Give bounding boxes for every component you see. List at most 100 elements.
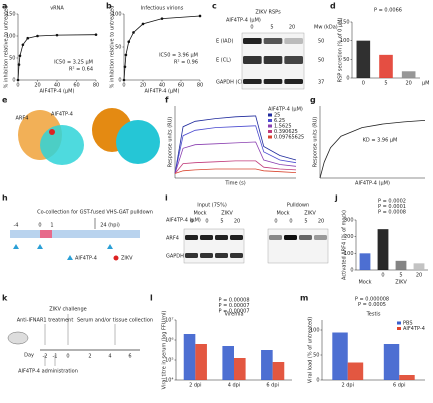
y-tick-label: 100 [340,38,350,44]
label: Input (75%) [197,203,227,209]
label: Mw (kDa) [314,25,338,31]
bar [377,229,389,270]
label: AIF4TP-4 [75,256,97,262]
label: 0 [205,219,208,225]
point [36,34,39,38]
panel-label: j [334,194,338,203]
x-tick-label: 60 [178,83,184,89]
label: 4 [108,354,111,360]
x-tick-label: 20 [416,273,422,279]
x-tick-label: 2 dpi [341,383,354,389]
blot-band [243,38,262,44]
panel-label: g [310,96,316,105]
point [122,78,126,82]
legend-swatch [268,119,272,122]
legend-label: 25 [274,113,280,119]
bar [332,332,348,380]
y-axis-title: Viral load (% of untreated) [308,317,314,383]
x-tick-label: 20 [140,83,146,89]
x-tick-label: 60 [73,83,79,89]
panel-k-art [7,314,140,366]
bar [272,362,285,380]
legend-swatch [268,130,272,133]
chart-title: Infectious virions [141,6,184,12]
annotation: P = 0.0066 [374,8,402,14]
blot-band [200,253,213,258]
label: 2 [88,354,91,360]
structure-tag: ARF4 [16,116,29,122]
y-tick-label: 300 [344,218,354,224]
blot-band [263,56,283,64]
y-tick-label: 10⁵ [165,358,173,364]
label: Mock [358,280,371,286]
label: ZIKV challenge [49,307,86,313]
blot-band [200,235,213,240]
x-axis-title: AIF4TP-4 (μM) [145,89,180,95]
blot-band [243,79,262,84]
y-axis-title: Response units (RU) [313,117,319,168]
x-tick-label: 80 [93,83,99,89]
annotation: IC50 = 3.25 μM [54,60,93,66]
y-tick-label: 50 [343,57,349,63]
point [124,53,128,57]
y-tick-label: 100 [112,12,122,18]
blot-band [284,79,303,84]
x-tick-label: 80 [197,83,203,89]
label: 1 [50,223,53,229]
blot-band [299,235,312,240]
legend-title: AIF4TP-4 (μM) [268,107,303,113]
label: 0 [38,223,41,229]
bar [234,358,246,380]
legend-swatch [268,113,272,117]
annotation: P = 0.0001 [378,204,406,210]
line [174,115,297,174]
x-axis-title: AIF4TP-4 (μM) [40,89,75,95]
y-tick-label: 100 [344,251,354,257]
line [319,120,426,179]
bar [383,344,400,380]
x-tick-label: 5 [384,81,387,87]
blot-band [185,235,198,240]
panel-h-art [10,218,140,261]
label: ZIKV [121,256,133,262]
panel-label: k [2,294,8,303]
label: ZIKV [304,211,316,217]
panel-label: i [165,194,168,203]
point [127,40,131,44]
annotation: R² = 0.96 [174,60,198,66]
point [141,22,145,26]
bar [195,344,207,380]
blot-band [269,235,282,240]
annotation: P = 0.00007 [218,303,249,309]
y-tick-label: 100 [310,328,320,334]
chart-title: vRNA [50,6,64,12]
line [174,160,297,174]
label: μM [422,81,430,87]
line [174,125,297,174]
point [55,33,59,37]
panel-label: d [330,2,336,11]
point [21,43,25,47]
legend-swatch [397,321,401,325]
protein-surface [116,120,160,164]
label: 50 [318,58,324,64]
y-tick-label: 0 [346,76,349,82]
x-axis-title: AIF4TP-4 (μM) [355,181,390,187]
line [123,15,201,81]
legend-label: AIF4TP-4 [403,326,425,332]
legend-label: 0.09765625 [274,135,304,141]
label: 6 [128,354,131,360]
label: 5 [304,219,307,225]
y-axis-title: Activated ARF4 (% of mock) [342,210,348,280]
label: Anti-IFNAR1 treatment [17,318,74,324]
x-tick-label: 0 [122,83,125,89]
label: 20 [234,219,240,225]
point [94,33,98,36]
label: 24 (hpi) [100,223,120,229]
x-tick-label: 2 dpi [189,383,202,389]
label: 5 [220,219,223,225]
line [174,168,297,174]
panel-label: h [2,194,8,203]
annotation: P = 0.0008 [378,210,406,216]
